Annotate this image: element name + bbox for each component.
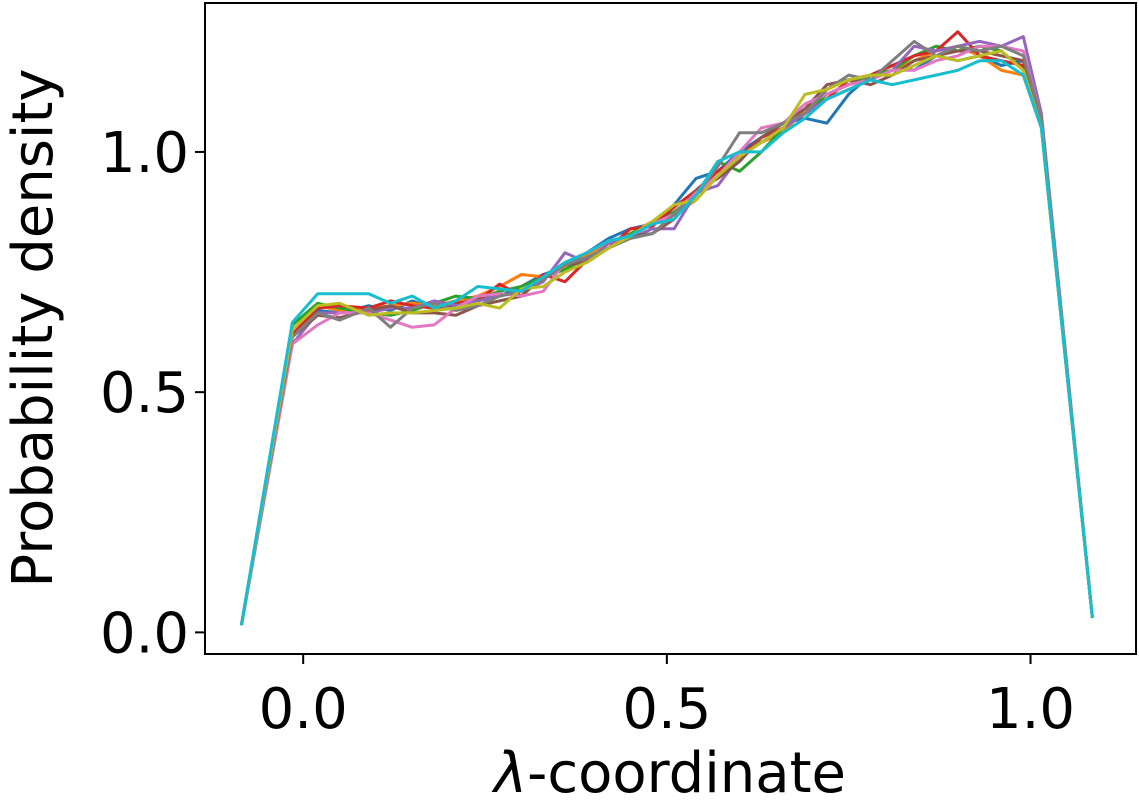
x-axis-ticks: 0.0 0.5 1.0 — [259, 654, 1075, 742]
series-line-2 — [239, 44, 1094, 626]
series-line-9 — [239, 49, 1094, 626]
y-tick-label: 0.0 — [100, 601, 189, 666]
series-line-3 — [239, 44, 1094, 626]
y-tick-label: 1.0 — [100, 121, 189, 186]
x-axis-label: λ-coordinate — [491, 741, 846, 805]
y-tick-label: 0.5 — [100, 361, 189, 426]
plot-frame — [204, 2, 1137, 655]
series-line-1 — [239, 54, 1094, 626]
series-line-4 — [239, 30, 1094, 626]
y-axis-ticks: 0.0 0.5 1.0 — [100, 121, 205, 666]
series-line-6 — [239, 49, 1094, 626]
series-line-10 — [239, 59, 1094, 626]
x-tick-label: 1.0 — [986, 677, 1075, 742]
series-layer — [239, 30, 1094, 626]
series-line-8 — [239, 39, 1094, 626]
series-line-7 — [239, 44, 1094, 626]
x-tick-label: 0.0 — [259, 677, 348, 742]
x-tick-label: 0.5 — [622, 677, 711, 742]
series-line-5 — [239, 35, 1094, 626]
y-axis-label: Probability density — [1, 68, 66, 587]
